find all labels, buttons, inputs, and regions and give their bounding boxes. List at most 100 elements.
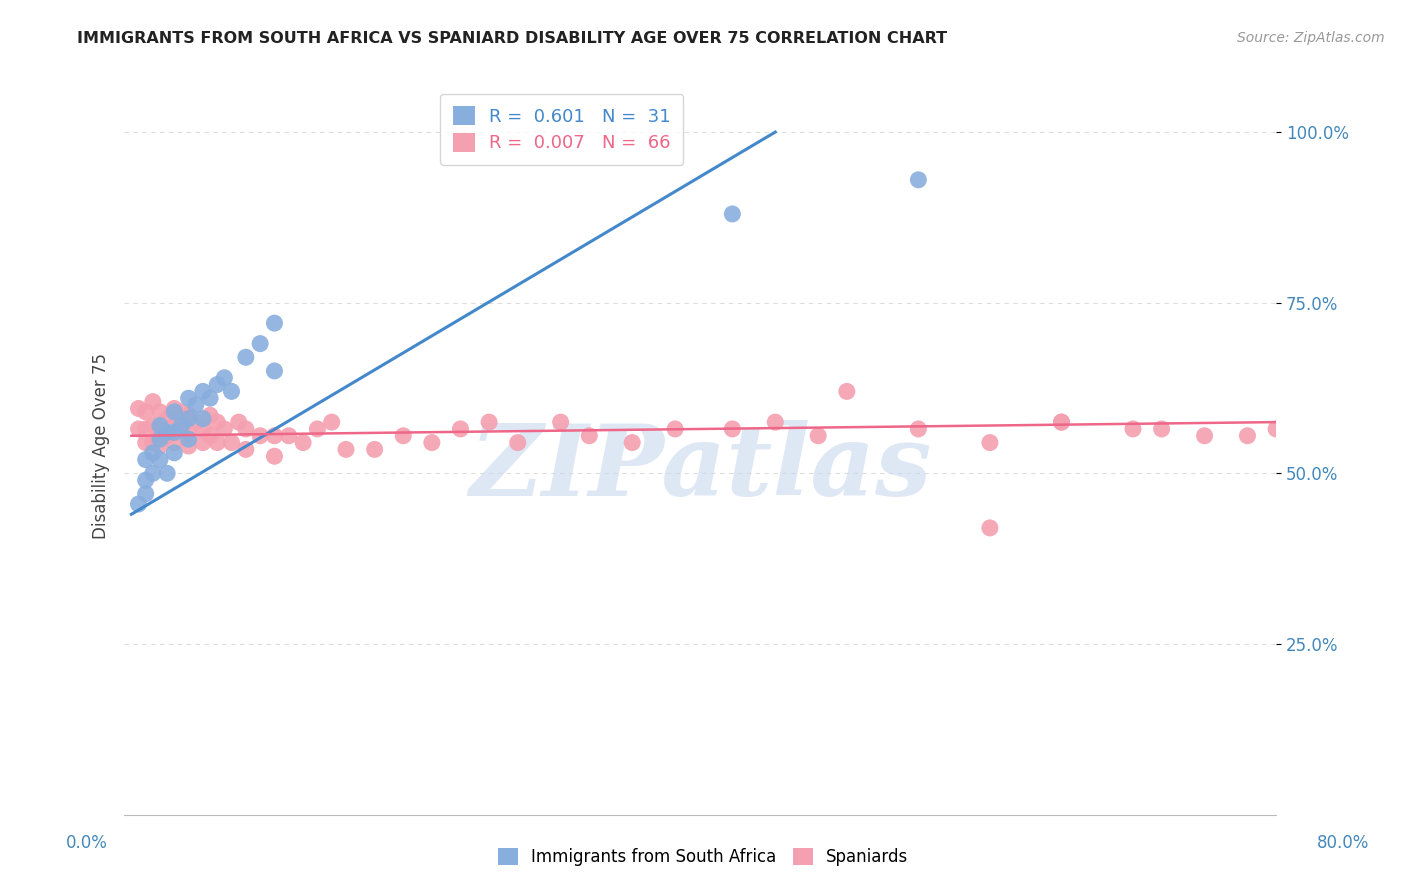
Point <box>763 415 786 429</box>
Point <box>142 435 165 450</box>
Point <box>1050 415 1073 429</box>
Point <box>163 401 186 416</box>
Point <box>277 429 299 443</box>
Point <box>835 384 858 399</box>
Point <box>198 429 221 443</box>
Point <box>177 425 200 440</box>
Point <box>142 446 165 460</box>
Point <box>1236 429 1258 443</box>
Point <box>807 429 830 443</box>
Point <box>292 435 315 450</box>
Point <box>142 394 165 409</box>
Point <box>664 422 686 436</box>
Point <box>214 370 236 384</box>
Point <box>170 422 193 436</box>
Point <box>191 411 214 425</box>
Legend: R =  0.601   N =  31, R =  0.007   N =  66: R = 0.601 N = 31, R = 0.007 N = 66 <box>440 94 683 165</box>
Point <box>170 418 193 433</box>
Point <box>163 446 186 460</box>
Point <box>156 425 179 440</box>
Point <box>163 425 186 440</box>
Point <box>149 422 172 436</box>
Text: 0.0%: 0.0% <box>66 834 108 852</box>
Point <box>235 442 257 457</box>
Point <box>135 452 157 467</box>
Point <box>263 449 285 463</box>
Text: Source: ZipAtlas.com: Source: ZipAtlas.com <box>1237 31 1385 45</box>
Point <box>135 473 157 487</box>
Point <box>191 422 214 436</box>
Point <box>207 435 229 450</box>
Point <box>907 422 929 436</box>
Point <box>177 432 200 446</box>
Point <box>979 521 1001 535</box>
Point <box>128 401 150 416</box>
Point <box>1194 429 1216 443</box>
Point <box>177 391 200 405</box>
Point <box>392 429 415 443</box>
Point <box>221 435 243 450</box>
Point <box>721 422 744 436</box>
Point <box>177 409 200 423</box>
Point <box>235 422 257 436</box>
Point <box>156 411 179 425</box>
Point <box>149 439 172 453</box>
Point <box>128 422 150 436</box>
Point <box>149 418 172 433</box>
Point <box>450 422 472 436</box>
Point <box>721 207 744 221</box>
Point <box>156 429 179 443</box>
Point <box>207 377 229 392</box>
Point <box>207 415 229 429</box>
Text: ZIPatlas: ZIPatlas <box>470 420 931 516</box>
Point <box>163 435 186 450</box>
Point <box>191 435 214 450</box>
Point <box>506 435 529 450</box>
Point <box>149 405 172 419</box>
Point <box>335 442 357 457</box>
Point <box>1122 422 1144 436</box>
Point <box>177 439 200 453</box>
Point <box>907 173 929 187</box>
Point <box>163 405 186 419</box>
Point <box>263 364 285 378</box>
Point <box>307 422 329 436</box>
Point <box>149 452 172 467</box>
Y-axis label: Disability Age Over 75: Disability Age Over 75 <box>93 353 110 539</box>
Point <box>184 398 207 412</box>
Text: 80.0%: 80.0% <box>1316 834 1369 852</box>
Point <box>363 442 385 457</box>
Point <box>235 351 257 365</box>
Point <box>263 316 285 330</box>
Point <box>1265 422 1288 436</box>
Legend: Immigrants from South Africa, Spaniards: Immigrants from South Africa, Spaniards <box>489 840 917 875</box>
Point <box>621 435 644 450</box>
Point <box>321 415 343 429</box>
Point <box>177 411 200 425</box>
Point <box>249 429 271 443</box>
Point <box>142 418 165 433</box>
Point <box>198 409 221 423</box>
Point <box>263 429 285 443</box>
Point <box>228 415 250 429</box>
Point <box>221 384 243 399</box>
Point <box>135 405 157 419</box>
Point <box>135 422 157 436</box>
Text: IMMIGRANTS FROM SOUTH AFRICA VS SPANIARD DISABILITY AGE OVER 75 CORRELATION CHAR: IMMIGRANTS FROM SOUTH AFRICA VS SPANIARD… <box>77 31 948 46</box>
Point <box>156 467 179 481</box>
Point <box>128 497 150 511</box>
Point <box>184 415 207 429</box>
Point <box>478 415 501 429</box>
Point <box>149 429 172 443</box>
Point <box>142 467 165 481</box>
Point <box>249 336 271 351</box>
Point <box>135 487 157 501</box>
Point <box>420 435 443 450</box>
Point <box>163 418 186 433</box>
Point <box>149 432 172 446</box>
Point <box>170 405 193 419</box>
Point <box>1050 415 1073 429</box>
Point <box>135 435 157 450</box>
Point <box>214 422 236 436</box>
Point <box>550 415 572 429</box>
